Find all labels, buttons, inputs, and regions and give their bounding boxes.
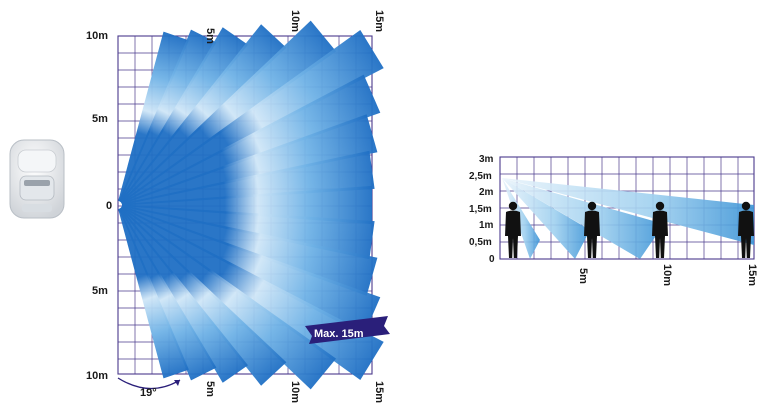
detection-beam (118, 29, 217, 202)
detection-beam (121, 114, 378, 206)
top-view-diagram: 10m 5m 0 5m 10m 5m 10m 15m 5m 10m 15m 19… (86, 10, 390, 403)
side-view-figures (505, 201, 754, 258)
side-detection-beam (502, 178, 590, 259)
detection-beam (120, 30, 384, 204)
top-y-label-10m-down: 10m (86, 370, 108, 382)
top-x-label-5m: 5m (204, 28, 216, 44)
side-height-label-3m: 3m (479, 154, 494, 165)
detection-beam (118, 208, 189, 379)
max-range-banner: Max. 15m (305, 316, 390, 344)
detection-beam (121, 205, 381, 336)
side-height-label-0: 0 (489, 254, 495, 265)
side-height-label-2m: 2m (479, 187, 494, 198)
detection-beam (120, 20, 337, 204)
person-silhouette (738, 201, 754, 258)
side-detection-beam (502, 178, 664, 259)
top-y-label-0: 0 (106, 200, 112, 212)
bottom-x-label-5m: 5m (204, 381, 216, 397)
top-y-label-10m-up: 10m (86, 30, 108, 42)
side-view-diagram: 3m 2,5m 2m 1,5m 1m 0,5m 0 5m 10m 15m (469, 154, 758, 286)
top-view-beams (118, 20, 384, 390)
detection-beam (121, 74, 381, 205)
angle-arc-arrowhead (174, 380, 180, 386)
detection-beam (119, 24, 287, 203)
person-silhouette (505, 201, 521, 258)
angle-label: 19° (140, 387, 157, 399)
top-y-label-5m-down: 5m (92, 285, 108, 297)
detection-beam (120, 206, 337, 390)
side-x-label-10m: 10m (661, 264, 673, 286)
detection-beam (121, 204, 378, 296)
motion-sensor-device (9, 139, 65, 219)
detection-beam (119, 207, 287, 386)
detection-beam (118, 31, 189, 202)
detection-beam (119, 207, 248, 383)
person-silhouette (652, 201, 668, 258)
side-view-beams (502, 178, 754, 259)
side-height-label-2-5m: 2,5m (469, 171, 492, 182)
detection-beam (118, 208, 217, 381)
side-height-label-1m: 1m (479, 220, 494, 231)
top-y-label-5m-up: 5m (92, 113, 108, 125)
side-x-label-15m: 15m (746, 264, 758, 286)
top-x-label-10m: 10m (289, 10, 301, 32)
side-detection-beam (502, 178, 754, 245)
bottom-x-label-15m: 15m (373, 381, 385, 403)
side-height-label-1-5m: 1,5m (469, 204, 492, 215)
detection-beam (119, 27, 248, 203)
side-height-label-0-5m: 0,5m (469, 237, 492, 248)
angle-arc (117, 377, 181, 390)
person-silhouette (584, 201, 600, 258)
side-detection-beam (502, 178, 540, 259)
bottom-x-label-10m: 10m (289, 381, 301, 403)
detection-beam (122, 185, 372, 225)
max-range-label: Max. 15m (314, 328, 364, 340)
side-x-label-5m: 5m (577, 268, 589, 284)
top-x-label-15m: 15m (373, 10, 385, 32)
